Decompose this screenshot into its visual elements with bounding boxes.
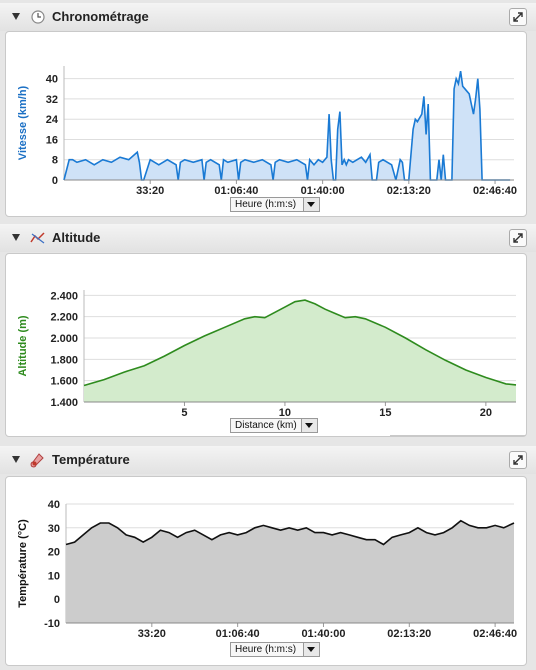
x-tick-label: 20 — [480, 407, 492, 419]
expand-icon — [513, 455, 523, 465]
expand-button[interactable] — [509, 229, 527, 247]
y-tick-label: 30 — [48, 523, 60, 535]
series-line — [63, 70, 511, 181]
chart-container: -10 0 10 20 30 40 33:20 01:06:40 01:40:00 02:13:2… — [5, 476, 527, 666]
x-tick-label: 02:46:40 — [473, 185, 517, 197]
y-tick-label: -10 — [44, 618, 60, 630]
x-tick-label: 10 — [279, 407, 291, 419]
thermometer-icon — [30, 453, 44, 468]
y-tick-label: 16 — [46, 134, 58, 146]
x-tick-label: 02:13:20 — [387, 628, 431, 640]
clock-icon — [31, 10, 45, 24]
y-tick-label: 1.400 — [50, 397, 78, 409]
series-line — [83, 299, 517, 387]
chevron-down-icon — [303, 198, 319, 211]
expand-button[interactable] — [509, 451, 527, 469]
y-tick-label: 2.200 — [50, 312, 78, 324]
y-tick-label: 2.400 — [50, 290, 78, 302]
expand-icon — [513, 233, 523, 243]
panel-title: Chronométrage — [52, 9, 149, 24]
panel-temperature: Température -10 0 10 20 30 40 33:20 01:06:40 01:… — [0, 446, 536, 668]
altitude-chart: 1.400 1.600 1.800 2.000 2.200 2.400 5 10 15 20 Alt… — [17, 290, 517, 419]
y-tick-label: 1.800 — [50, 354, 78, 366]
altitude-icon — [30, 232, 45, 244]
y-tick-label: 20 — [48, 547, 60, 559]
x-tick-label: 33:20 — [138, 628, 166, 640]
collapse-triangle-icon[interactable] — [12, 456, 20, 463]
series-area — [84, 300, 516, 402]
x-tick-label: 5 — [181, 407, 187, 419]
chart-container: 0 8 16 24 32 40 33:20 01:06:40 01:40:00 02:13:20 0… — [5, 31, 527, 217]
panel-altitude: Altitude 1.400 1.600 1.800 2.000 2.200 2.400 5… — [0, 224, 536, 440]
x-axis-unit-select[interactable]: Heure (h:m:s) — [230, 197, 320, 212]
chevron-down-icon — [301, 419, 317, 432]
expand-button[interactable] — [509, 8, 527, 26]
y-axis-label: Température (°C) — [17, 519, 29, 608]
x-tick-label: 02:13:20 — [387, 185, 431, 197]
panel-title: Altitude — [52, 230, 101, 245]
series-area — [64, 71, 511, 180]
y-tick-label: 2.000 — [50, 333, 78, 345]
collapse-triangle-icon[interactable] — [12, 234, 20, 241]
x-tick-label: 01:06:40 — [214, 185, 258, 197]
panel-header[interactable]: Altitude — [0, 224, 536, 252]
chevron-down-icon — [303, 643, 319, 656]
panel-chronometrage: Chronométrage 0 8 16 24 32 40 33:20 01:06:40 01:… — [0, 3, 536, 219]
x-tick-label: 15 — [379, 407, 391, 419]
x-tick-label: 01:40:00 — [301, 185, 345, 197]
y-axis-label: Altitude (m) — [17, 315, 29, 376]
y-tick-label: 40 — [46, 74, 58, 86]
y-tick-label: 10 — [48, 570, 60, 582]
y-tick-label: 8 — [52, 155, 58, 167]
panel-header[interactable]: Température — [0, 446, 536, 474]
x-axis-unit-select[interactable]: Distance (km) — [230, 418, 318, 433]
series-area — [66, 520, 514, 623]
chart-container: 1.400 1.600 1.800 2.000 2.200 2.400 5 10 15 20 Alt… — [5, 253, 527, 437]
speed-chart: 0 8 16 24 32 40 33:20 01:06:40 01:40:00 02:13:20 0… — [17, 66, 517, 197]
y-tick-label: 32 — [46, 94, 58, 106]
series-line — [65, 519, 515, 546]
x-tick-label: 33:20 — [136, 185, 164, 197]
select-value: Heure (h:m:s) — [235, 199, 297, 210]
x-axis-unit-select[interactable]: Heure (h:m:s) — [230, 642, 320, 657]
y-tick-label: 1.600 — [50, 376, 78, 388]
select-value: Heure (h:m:s) — [235, 644, 297, 655]
expand-icon — [513, 12, 523, 22]
y-tick-label: 40 — [48, 499, 60, 511]
divider — [390, 435, 526, 436]
y-tick-label: 0 — [54, 594, 60, 606]
y-tick-label: 0 — [52, 175, 58, 187]
y-tick-label: 24 — [46, 114, 59, 126]
select-value: Distance (km) — [235, 420, 297, 431]
temperature-chart: -10 0 10 20 30 40 33:20 01:06:40 01:40:00 02:13:2… — [17, 499, 517, 640]
x-tick-label: 02:46:40 — [473, 628, 517, 640]
x-tick-label: 01:06:40 — [216, 628, 260, 640]
panel-title: Température — [52, 452, 130, 467]
collapse-triangle-icon[interactable] — [12, 13, 20, 20]
y-axis-label: Vitesse (km/h) — [17, 85, 29, 160]
panel-header[interactable]: Chronométrage — [0, 3, 536, 31]
x-tick-label: 01:40:00 — [301, 628, 345, 640]
